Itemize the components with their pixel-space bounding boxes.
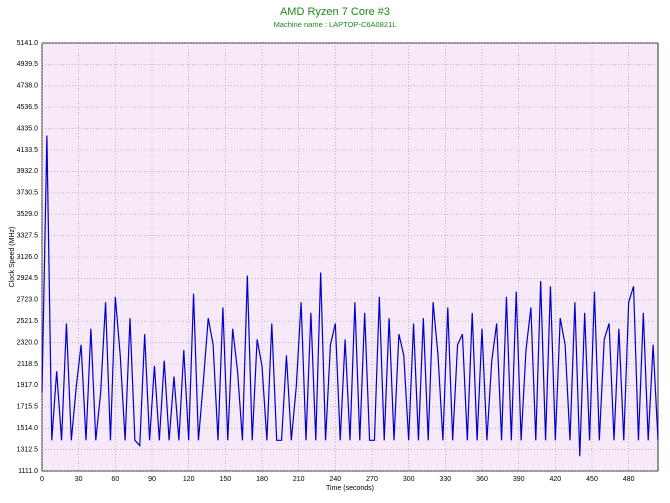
x-tick-label: 270 xyxy=(366,476,378,483)
y-tick-label: 1715.5 xyxy=(17,404,39,411)
y-tick-label: 1514.0 xyxy=(17,425,39,432)
chart-title: AMD Ryzen 7 Core #3 xyxy=(280,6,390,18)
y-tick-label: 2924.5 xyxy=(17,275,39,282)
y-tick-label: 1312.5 xyxy=(17,446,39,453)
y-tick-label: 3932.0 xyxy=(17,168,39,175)
y-tick-label: 2320.0 xyxy=(17,339,39,346)
y-tick-label: 2723.0 xyxy=(17,297,39,304)
y-tick-label: 4536.5 xyxy=(17,104,39,111)
x-tick-label: 300 xyxy=(403,476,415,483)
y-tick-label: 5141.0 xyxy=(17,40,39,47)
x-tick-label: 90 xyxy=(148,476,156,483)
y-tick-label: 3327.5 xyxy=(17,232,39,239)
x-tick-label: 0 xyxy=(40,476,44,483)
y-tick-label: 2118.5 xyxy=(17,361,38,368)
x-tick-label: 240 xyxy=(329,476,341,483)
x-tick-label: 210 xyxy=(293,476,305,483)
x-tick-label: 150 xyxy=(219,476,231,483)
y-tick-label: 1917.0 xyxy=(17,382,39,389)
y-tick-label: 4738.0 xyxy=(17,83,39,90)
x-tick-label: 390 xyxy=(513,476,525,483)
x-tick-label: 480 xyxy=(623,476,635,483)
x-tick-label: 450 xyxy=(586,476,598,483)
x-tick-label: 330 xyxy=(439,476,451,483)
plot-area xyxy=(41,42,659,472)
y-tick-label: 1111.0 xyxy=(18,468,38,475)
x-tick-label: 120 xyxy=(183,476,195,483)
data-line xyxy=(41,135,659,457)
x-tick-label: 420 xyxy=(549,476,561,483)
y-tick-label: 2521.5 xyxy=(17,318,39,325)
x-tick-label: 60 xyxy=(111,476,119,483)
y-tick-label: 4939.5 xyxy=(17,61,39,68)
x-tick-label: 360 xyxy=(476,476,488,483)
y-tick-label: 3529.0 xyxy=(17,211,39,218)
y-tick-label: 3730.5 xyxy=(17,190,39,197)
x-tick-label: 180 xyxy=(256,476,268,483)
y-axis-label: Clock Speed (MHz) xyxy=(9,227,16,288)
chart-subtitle: Machine name : LAPTOP-C6A0821L xyxy=(274,20,397,29)
x-tick-label: 30 xyxy=(75,476,83,483)
y-tick-label: 4335.0 xyxy=(17,125,39,132)
y-tick-label: 3126.0 xyxy=(17,254,39,261)
x-axis-label: Time (seconds) xyxy=(326,485,374,492)
y-tick-label: 4133.5 xyxy=(17,147,39,154)
